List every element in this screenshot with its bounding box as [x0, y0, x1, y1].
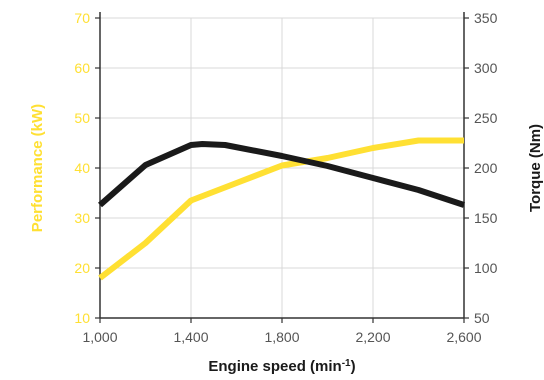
y-right-tick-label: 150	[474, 210, 498, 226]
x-tick-label: 2,200	[355, 329, 390, 345]
x-tick-label: 1,000	[82, 329, 117, 345]
axes	[95, 12, 469, 323]
y-right-tick-label: 300	[474, 60, 498, 76]
y-right-tick-label: 200	[474, 160, 498, 176]
tick-labels: 10 20 30 40 50 60 70 50 100 150 200 250 300 350 1,000 1…	[74, 10, 497, 345]
y-axis-right-title: Torque (Nm)	[527, 124, 544, 212]
y-left-tick-label: 20	[74, 260, 90, 276]
y-left-tick-label: 50	[74, 110, 90, 126]
x-axis-title-close: )	[351, 358, 356, 375]
x-tick-label: 2,600	[446, 329, 481, 345]
y-left-tick-label: 60	[74, 60, 90, 76]
y-left-tick-label: 10	[74, 310, 90, 326]
y-right-tick-label: 50	[474, 310, 490, 326]
y-left-tick-label: 30	[74, 210, 90, 226]
y-right-tick-label: 100	[474, 260, 498, 276]
x-tick-label: 1,400	[173, 329, 208, 345]
x-axis-title-superscript: -1	[342, 358, 351, 369]
y-left-tick-label: 40	[74, 160, 90, 176]
y-right-tick-label: 250	[474, 110, 498, 126]
performance-line	[98, 137, 464, 281]
y-right-tick-label: 350	[474, 10, 498, 26]
x-axis-title: Engine speed (min-1)	[208, 358, 355, 376]
grid-lines	[100, 17, 464, 318]
x-tick-label: 1,800	[264, 329, 299, 345]
x-axis-title-main: Engine speed (min	[208, 358, 341, 375]
y-axis-left-title: Performance (kW)	[29, 104, 46, 232]
series-lines	[98, 137, 465, 281]
y-left-tick-label: 70	[74, 10, 90, 26]
torque-line	[98, 141, 465, 208]
